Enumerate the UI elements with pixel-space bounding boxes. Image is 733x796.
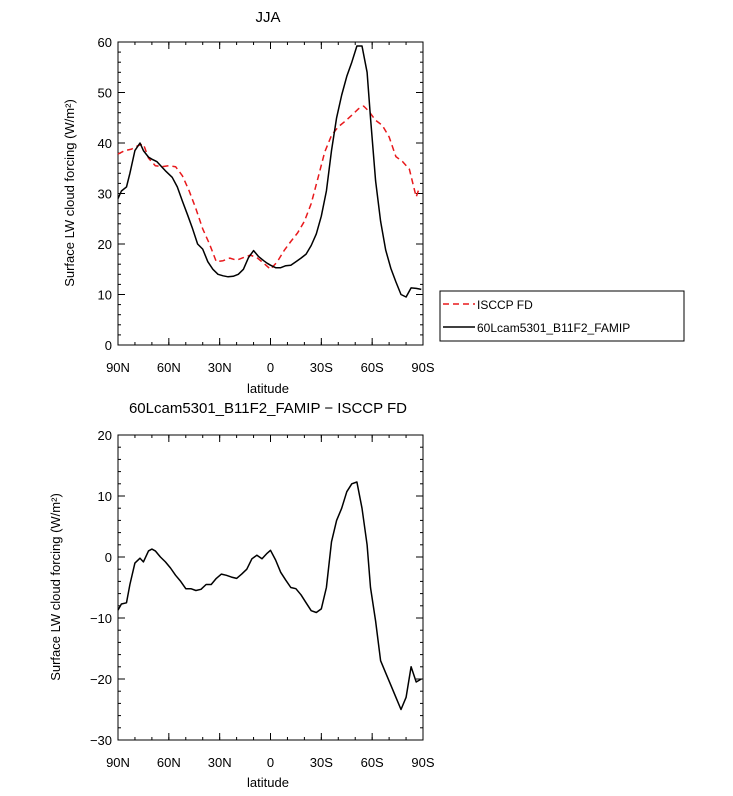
bottom-y-tick-label: 0	[105, 550, 112, 565]
bottom-x-tick-label: 90N	[106, 755, 130, 770]
bottom-series-lines	[117, 481, 422, 711]
top-y-tick-label: 0	[105, 338, 112, 353]
top-y-tick-label: 30	[98, 187, 112, 202]
bottom-y-tick-label: −30	[90, 733, 112, 748]
bottom-panel: 60Lcam5301_B11F2_FAMIP − ISCCP FD −30 −20…	[48, 400, 435, 790]
legend-label-model: 60Lcam5301_B11F2_FAMIP	[477, 321, 630, 335]
bottom-y-tick-label: 10	[98, 489, 112, 504]
top-axes: 0 10 20 30 40 50 60 90N 60N 30N 0 30S 60S 90S	[98, 35, 435, 375]
top-series-line-60lcam5301-b11f2-famip	[117, 45, 422, 298]
top-y-tick-label: 50	[98, 86, 112, 101]
top-x-tick-label: 30N	[208, 360, 232, 375]
bottom-plot-frame	[117, 434, 424, 741]
bottom-x-tick-label: 90S	[411, 755, 434, 770]
bottom-x-axis-label: latitude	[247, 775, 289, 790]
top-x-tick-label: 90S	[411, 360, 434, 375]
legend-label-isccp: ISCCP FD	[477, 298, 533, 312]
bottom-y-tick-label: −10	[90, 611, 112, 626]
top-series-lines	[117, 45, 422, 298]
bottom-x-tick-label: 60S	[361, 755, 384, 770]
top-x-tick-label: 30S	[310, 360, 333, 375]
top-panel: JJA 0 10 20 30 40 50 60 90N 60N 30N 0 30S 60S 90S lat…	[62, 9, 685, 396]
bottom-y-axis-label: Surface LW cloud forcing (W/m²)	[48, 493, 63, 681]
bottom-x-tick-label: 30S	[310, 755, 333, 770]
legend-box	[439, 290, 685, 342]
top-y-tick-label: 10	[98, 288, 112, 303]
top-x-tick-label: 90N	[106, 360, 130, 375]
top-y-tick-label: 20	[98, 237, 112, 252]
bottom-panel-title: 60Lcam5301_B11F2_FAMIP − ISCCP FD	[129, 400, 407, 417]
top-x-tick-label: 60S	[361, 360, 384, 375]
bottom-y-tick-label: 20	[98, 428, 112, 443]
top-y-axis-label: Surface LW cloud forcing (W/m²)	[62, 99, 77, 287]
top-x-tick-label: 0	[267, 360, 274, 375]
top-x-tick-label: 60N	[157, 360, 181, 375]
bottom-y-tick-label: −20	[90, 672, 112, 687]
top-x-axis-label: latitude	[247, 381, 289, 396]
top-y-tick-label: 60	[98, 35, 112, 50]
bottom-series-line-difference	[117, 481, 422, 711]
legend: ISCCP FD 60Lcam5301_B11F2_FAMIP	[439, 290, 685, 342]
top-panel-title: JJA	[255, 9, 280, 26]
bottom-x-tick-label: 60N	[157, 755, 181, 770]
bottom-x-tick-label: 0	[267, 755, 274, 770]
bottom-x-tick-label: 30N	[208, 755, 232, 770]
bottom-axes: −30 −20 −10 0 10 20 90N 60N 30N 0 30S 60S 90S	[90, 428, 435, 770]
top-series-line-isccp-fd	[117, 105, 421, 271]
top-y-tick-label: 40	[98, 136, 112, 151]
